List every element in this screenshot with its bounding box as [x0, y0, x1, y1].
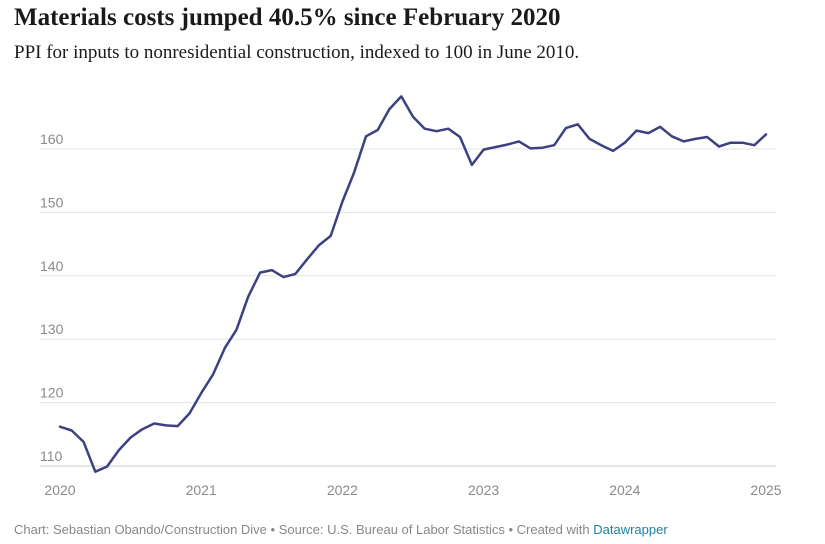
x-axis-labels: 2020 2021 2022 2023 2024 2025 — [44, 482, 781, 498]
y-axis-labels: 110 120 130 140 150 160 — [40, 131, 64, 464]
datawrapper-link[interactable]: Datawrapper — [593, 522, 668, 537]
x-tick-label: 2025 — [750, 482, 781, 498]
footer-credit: Chart: Sebastian Obando/Construction Div… — [14, 522, 594, 537]
x-tick-label: 2024 — [609, 482, 640, 498]
y-tick-label: 110 — [40, 448, 63, 464]
y-tick-label: 120 — [40, 385, 64, 401]
x-tick-label: 2023 — [468, 482, 499, 498]
x-tick-label: 2021 — [186, 482, 217, 498]
x-tick-label: 2020 — [44, 482, 75, 498]
chart-footer: Chart: Sebastian Obando/Construction Div… — [14, 522, 668, 537]
gridlines — [40, 148, 776, 467]
series-line — [58, 95, 768, 473]
y-tick-label: 160 — [40, 131, 64, 147]
y-tick-label: 130 — [40, 321, 64, 337]
y-tick-label: 140 — [40, 258, 64, 274]
y-tick-label: 150 — [40, 194, 64, 210]
chart-subtitle: PPI for inputs to nonresidential constru… — [14, 42, 580, 63]
series-layer — [58, 95, 768, 473]
x-tick-label: 2022 — [327, 482, 358, 498]
chart-title: Materials costs jumped 40.5% since Febru… — [14, 4, 561, 31]
